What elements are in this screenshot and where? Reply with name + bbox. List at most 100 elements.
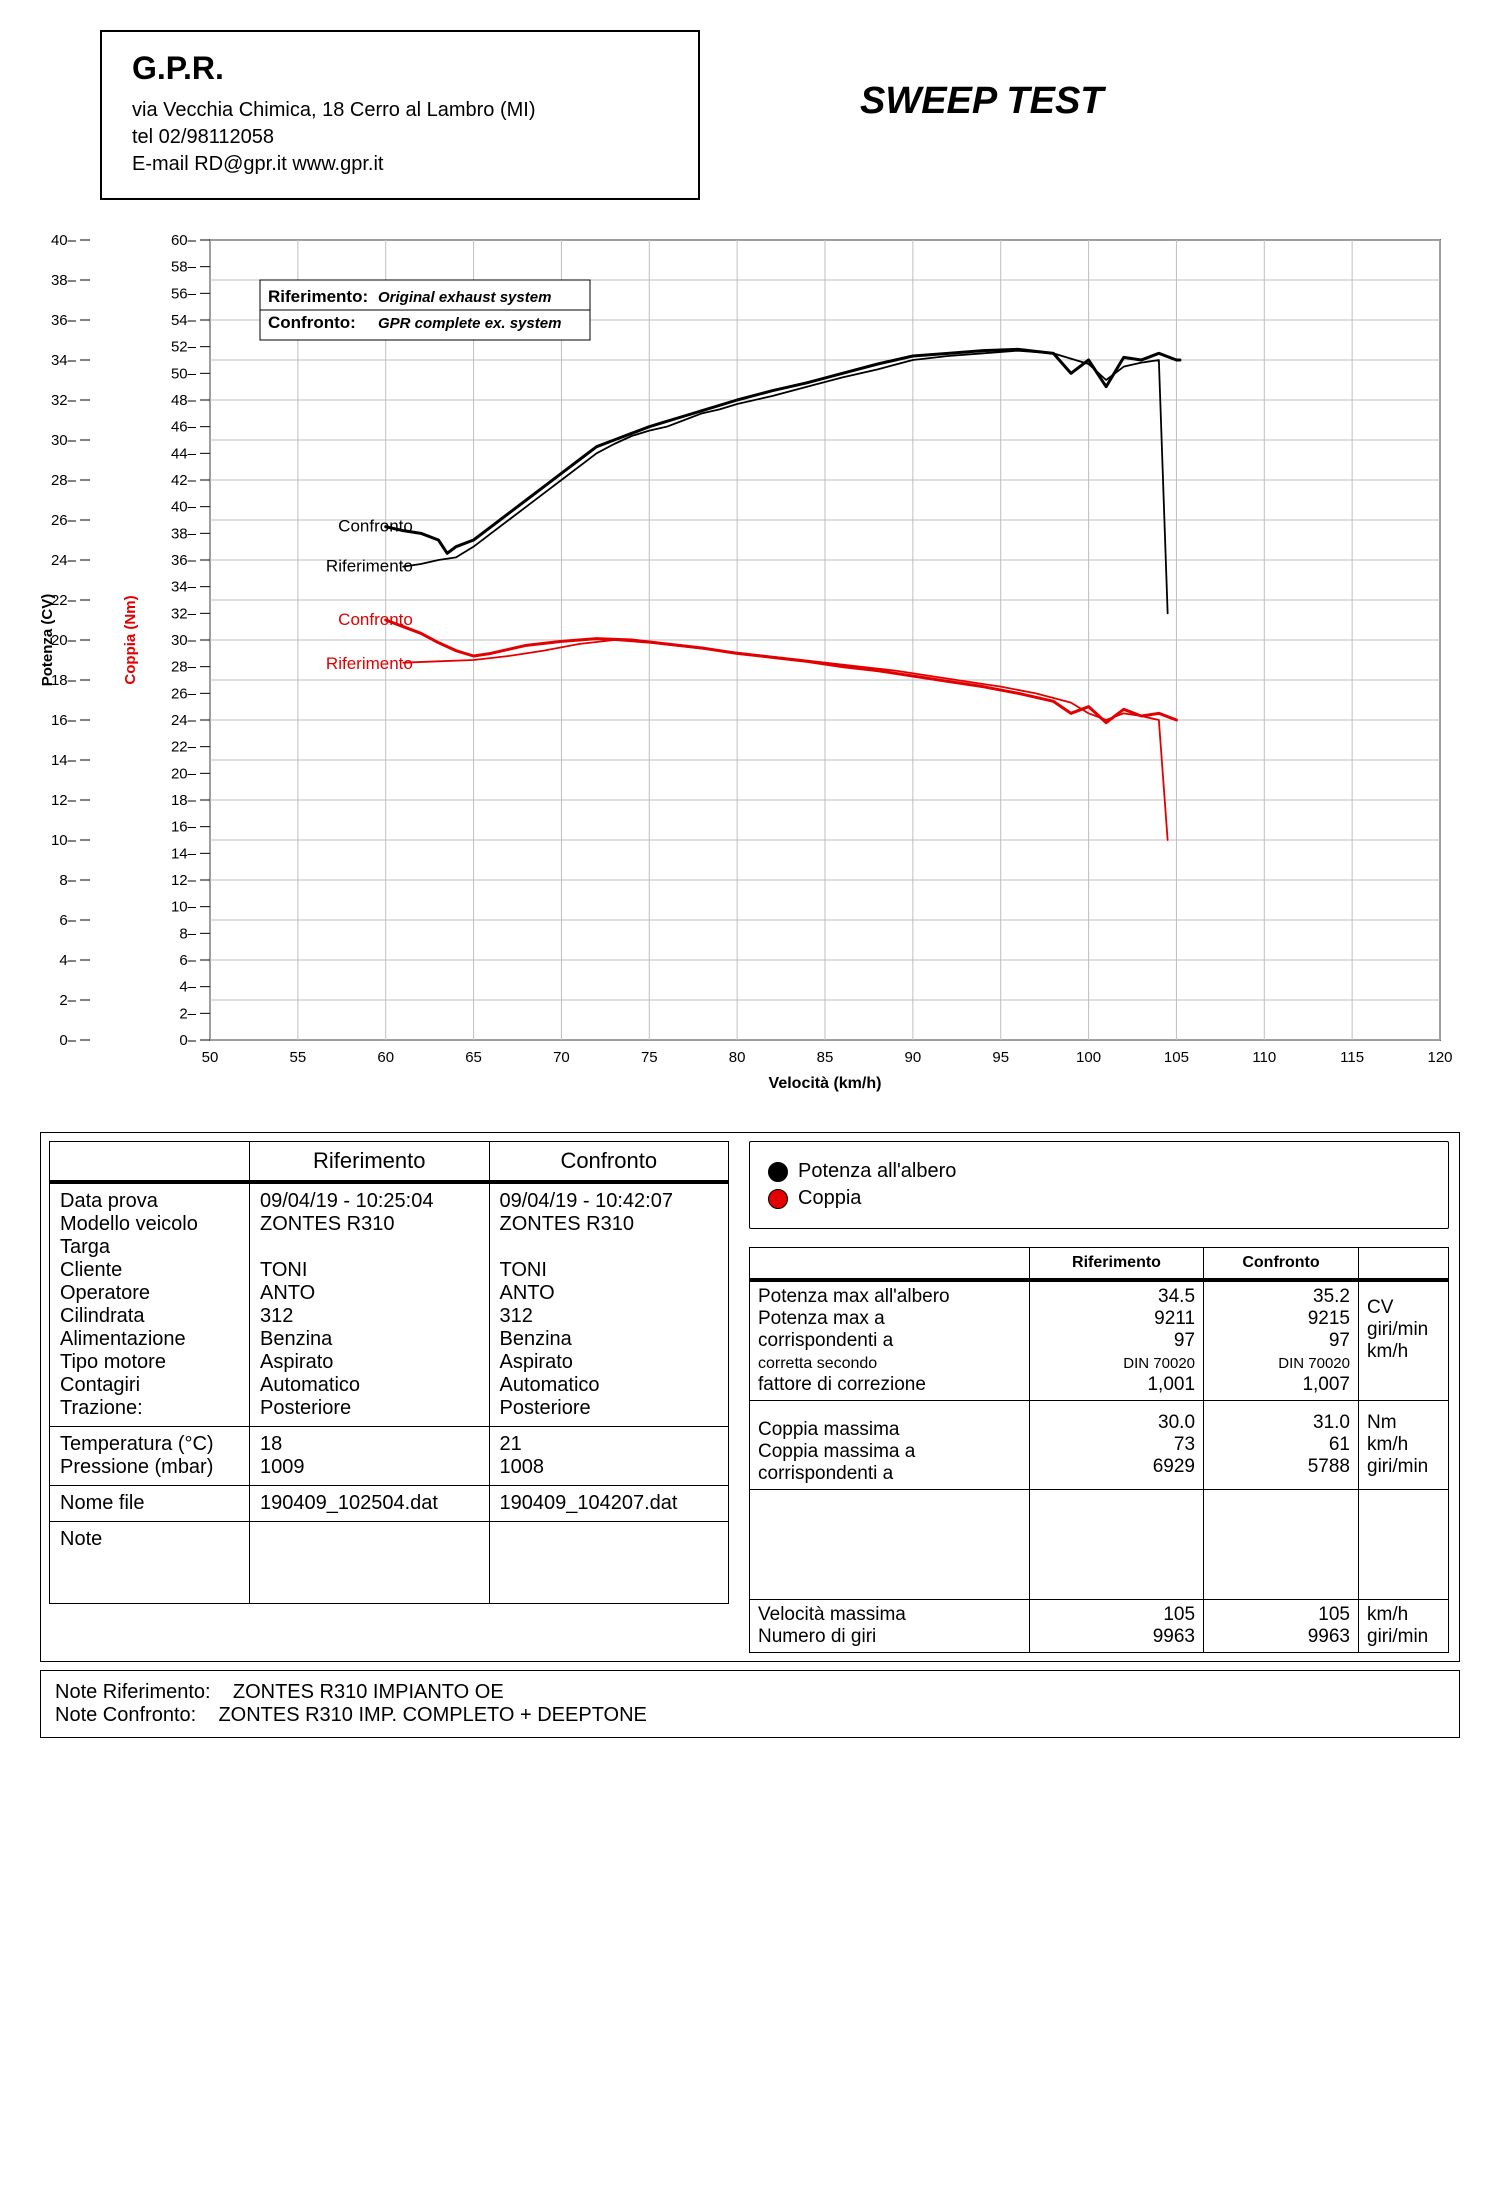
results-table: RiferimentoConfronto Potenza max all'albe… bbox=[749, 1247, 1449, 1653]
svg-text:32–: 32– bbox=[51, 392, 77, 409]
svg-text:115: 115 bbox=[1340, 1049, 1364, 1066]
svg-text:70: 70 bbox=[553, 1049, 570, 1066]
company-email: E-mail RD@gpr.it www.gpr.it bbox=[132, 153, 668, 176]
legend-item: Potenza all'albero bbox=[768, 1160, 1430, 1183]
info-labels: Data provaModello veicoloTargaClienteOpe… bbox=[50, 1182, 250, 1427]
svg-text:24–: 24– bbox=[171, 712, 197, 729]
svg-text:28–: 28– bbox=[51, 472, 77, 489]
svg-text:80: 80 bbox=[729, 1049, 746, 1066]
res-rif: 1059963 bbox=[1030, 1600, 1204, 1653]
svg-text:10–: 10– bbox=[51, 832, 77, 849]
series-legend: Potenza all'albero Coppia bbox=[749, 1141, 1449, 1229]
svg-text:0–: 0– bbox=[59, 1032, 76, 1049]
svg-text:46–: 46– bbox=[171, 419, 197, 436]
svg-text:85: 85 bbox=[817, 1049, 834, 1066]
svg-text:56–: 56– bbox=[171, 285, 197, 302]
svg-text:60–: 60– bbox=[171, 232, 197, 249]
svg-text:100: 100 bbox=[1076, 1049, 1101, 1066]
svg-text:40–: 40– bbox=[51, 232, 77, 249]
legend-label: Coppia bbox=[798, 1187, 861, 1209]
svg-text:54–: 54– bbox=[171, 312, 197, 329]
res-con: 35.2921597DIN 700201,007 bbox=[1204, 1280, 1359, 1401]
svg-text:52–: 52– bbox=[171, 339, 197, 356]
svg-text:12–: 12– bbox=[171, 872, 197, 889]
info-con: 190409_104207.dat bbox=[489, 1486, 729, 1522]
svg-text:22–: 22– bbox=[171, 739, 197, 756]
svg-text:Velocità (km/h): Velocità (km/h) bbox=[769, 1075, 882, 1092]
note-label: Note bbox=[50, 1522, 250, 1604]
results-header: Riferimento bbox=[1030, 1248, 1204, 1281]
svg-text:16–: 16– bbox=[171, 819, 197, 836]
info-header: Riferimento bbox=[250, 1142, 490, 1183]
svg-text:GPR complete ex. system: GPR complete ex. system bbox=[378, 315, 561, 332]
svg-text:32–: 32– bbox=[171, 605, 197, 622]
svg-text:120: 120 bbox=[1427, 1049, 1452, 1066]
header-row: G.P.R. via Vecchia Chimica, 18 Cerro al … bbox=[40, 30, 1460, 200]
results-column: Potenza all'albero Coppia RiferimentoConf… bbox=[749, 1141, 1449, 1653]
svg-text:14–: 14– bbox=[171, 845, 197, 862]
results-header bbox=[750, 1248, 1030, 1281]
svg-text:34–: 34– bbox=[51, 352, 77, 369]
res-unit: km/hgiri/min bbox=[1359, 1600, 1449, 1653]
res-rif: 34.5921197DIN 700201,001 bbox=[1030, 1280, 1204, 1401]
legend-item: Coppia bbox=[768, 1187, 1430, 1210]
svg-text:18–: 18– bbox=[171, 792, 197, 809]
svg-text:6–: 6– bbox=[179, 952, 196, 969]
tables-row: RiferimentoConfrontoData provaModello ve… bbox=[40, 1132, 1460, 1662]
svg-text:6–: 6– bbox=[59, 912, 76, 929]
info-rif: 09/04/19 - 10:25:04ZONTES R310TONIANTO31… bbox=[250, 1182, 490, 1427]
svg-text:36–: 36– bbox=[51, 312, 77, 329]
svg-text:Riferimento: Riferimento bbox=[326, 654, 413, 673]
results-header bbox=[1359, 1248, 1449, 1281]
info-header: Confronto bbox=[489, 1142, 729, 1183]
svg-text:16–: 16– bbox=[51, 712, 77, 729]
svg-text:50–: 50– bbox=[171, 365, 197, 382]
svg-text:105: 105 bbox=[1164, 1049, 1189, 1066]
res-con: 1059963 bbox=[1204, 1600, 1359, 1653]
legend-label: Potenza all'albero bbox=[798, 1160, 956, 1182]
test-info-column: RiferimentoConfronto Data provaModello ve… bbox=[49, 1141, 729, 1653]
report-title: SWEEP TEST bbox=[860, 80, 1104, 123]
svg-text:14–: 14– bbox=[51, 752, 77, 769]
svg-text:75: 75 bbox=[641, 1049, 658, 1066]
res-labels: Potenza max all'alberoPotenza max acorri… bbox=[750, 1280, 1030, 1401]
svg-text:12–: 12– bbox=[51, 792, 77, 809]
svg-text:95: 95 bbox=[992, 1049, 1009, 1066]
svg-text:40–: 40– bbox=[171, 499, 197, 516]
svg-text:36–: 36– bbox=[171, 552, 197, 569]
svg-text:30–: 30– bbox=[51, 432, 77, 449]
svg-text:4–: 4– bbox=[59, 952, 76, 969]
res-con: 31.0615788 bbox=[1204, 1401, 1359, 1490]
company-header-box: G.P.R. via Vecchia Chimica, 18 Cerro al … bbox=[100, 30, 700, 200]
svg-text:110: 110 bbox=[1252, 1049, 1276, 1066]
svg-text:30–: 30– bbox=[171, 632, 197, 649]
svg-text:4–: 4– bbox=[179, 979, 196, 996]
svg-text:Riferimento:: Riferimento: bbox=[268, 287, 368, 306]
company-tel: tel 02/98112058 bbox=[132, 126, 668, 149]
svg-text:38–: 38– bbox=[51, 272, 77, 289]
svg-text:Potenza (CV): Potenza (CV) bbox=[40, 594, 56, 687]
res-labels: Velocità massimaNumero di giri bbox=[750, 1600, 1030, 1653]
legend-dot-icon bbox=[768, 1189, 788, 1209]
svg-text:42–: 42– bbox=[171, 472, 197, 489]
svg-text:34–: 34– bbox=[171, 579, 197, 596]
svg-text:44–: 44– bbox=[171, 445, 197, 462]
info-con: 09/04/19 - 10:42:07ZONTES R310TONIANTO31… bbox=[489, 1182, 729, 1427]
svg-text:Coppia (Nm): Coppia (Nm) bbox=[122, 595, 139, 684]
svg-text:55: 55 bbox=[290, 1049, 307, 1066]
svg-text:8–: 8– bbox=[179, 925, 196, 942]
company-name: G.P.R. bbox=[132, 50, 668, 87]
dyno-report-page: G.P.R. via Vecchia Chimica, 18 Cerro al … bbox=[0, 0, 1500, 1768]
info-rif: 190409_102504.dat bbox=[250, 1486, 490, 1522]
svg-text:Confronto: Confronto bbox=[338, 517, 413, 536]
note-con-label: Note Confronto: bbox=[55, 1704, 196, 1726]
svg-text:20–: 20– bbox=[171, 765, 197, 782]
res-rif: 30.0736929 bbox=[1030, 1401, 1204, 1490]
svg-text:65: 65 bbox=[465, 1049, 482, 1066]
svg-text:2–: 2– bbox=[59, 992, 76, 1009]
test-info-table: RiferimentoConfronto Data provaModello ve… bbox=[49, 1141, 729, 1604]
svg-text:90: 90 bbox=[905, 1049, 922, 1066]
results-header: Confronto bbox=[1204, 1248, 1359, 1281]
res-unit: Nmkm/hgiri/min bbox=[1359, 1401, 1449, 1490]
info-header bbox=[50, 1142, 250, 1183]
